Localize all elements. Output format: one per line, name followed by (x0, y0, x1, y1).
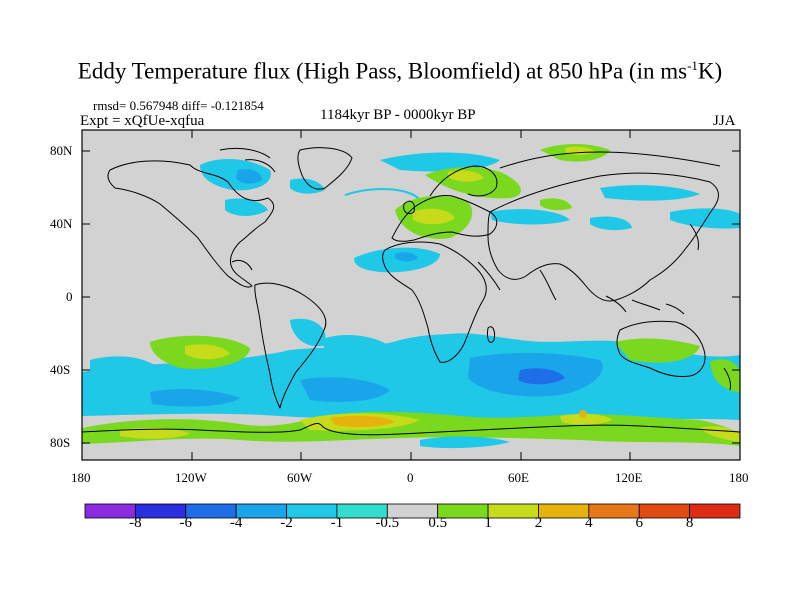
colorbar-label: 8 (685, 515, 694, 531)
title-superscript: -1 (687, 58, 698, 73)
stats-line: rmsd= 0.567948 diff= -0.121854 (93, 98, 264, 113)
x-label-180w: 180 (71, 470, 91, 485)
north-atlantic-ring (344, 187, 421, 201)
antarctic-interior-negative (420, 436, 510, 449)
africa-coast (382, 241, 487, 363)
north-america-negative (225, 198, 268, 216)
asia-coast (487, 172, 719, 302)
axis-ticks (82, 130, 740, 460)
north-america-coast (107, 160, 275, 288)
greenland-negative (290, 178, 325, 194)
antarctic-positive-core-3 (120, 427, 190, 439)
period-label: 1184kyr BP - 0000kyr BP (320, 107, 476, 123)
australia-positive (615, 338, 700, 363)
colorbar-label: -4 (229, 515, 243, 531)
australia-coast (616, 320, 706, 377)
antarctic-positive-core-4 (560, 413, 612, 425)
chart-title: Eddy Temperature flux (High Pass, Bloomf… (0, 58, 800, 85)
siberia-positive (540, 198, 572, 211)
north-pacific-negative (670, 208, 740, 229)
southern-ocean-core-4 (518, 368, 565, 385)
colorbar-label: 2 (534, 515, 543, 531)
japan (689, 223, 699, 251)
southeast-asia-islands (605, 295, 685, 315)
y-label-80n: 80N (50, 143, 73, 158)
x-label-60e: 60E (508, 470, 529, 485)
y-label-0: 0 (66, 289, 73, 304)
x-label-120w: 120W (175, 470, 207, 485)
colorbar-label: -8 (129, 515, 142, 531)
southern-ocean-core-3 (150, 389, 240, 407)
siberia-north-coast (499, 151, 721, 169)
central-asia-negative (490, 209, 570, 225)
europe-coast (391, 195, 498, 242)
colorbar-label: 6 (635, 515, 643, 531)
east-pacific-negative (290, 318, 326, 347)
scandinavia-positive-core (448, 170, 484, 182)
anomaly-field (82, 144, 740, 449)
x-label-180e: 180 (729, 470, 749, 485)
colorbar-label: 0.5 (428, 515, 448, 531)
x-label-60w: 60W (287, 470, 313, 485)
y-label-40n: 40N (50, 216, 73, 231)
south-pacific-positive-core (185, 344, 230, 360)
siberia-negative (600, 185, 700, 201)
coastlines (82, 147, 740, 436)
antarctica-coast (82, 423, 740, 436)
north-atlantic-core (395, 252, 418, 262)
south-america-coast (254, 282, 327, 409)
antarctic-positive-core-2 (330, 415, 395, 427)
madagascar (487, 326, 495, 343)
southern-ocean-negative-band (82, 334, 740, 420)
greenland-coast (297, 147, 353, 190)
colorbar-label: -6 (179, 515, 193, 531)
x-label-0: 0 (407, 470, 414, 485)
british-isles (403, 200, 415, 215)
colorbar-label: 1 (484, 515, 492, 531)
gulf-coast (231, 259, 253, 271)
south-pacific-negative (90, 356, 160, 376)
canadian-archipelago (219, 147, 276, 173)
colorbar-label: 4 (585, 515, 593, 531)
europe-positive-core (412, 208, 455, 225)
x-label-120e: 120E (615, 470, 643, 485)
arabia-india (477, 261, 557, 301)
southern-ocean-core-2 (300, 377, 390, 402)
season-label: JJA (713, 113, 736, 129)
north-atlantic-negative (354, 247, 440, 273)
colorbar-label: -0.5 (375, 515, 400, 531)
scandinavia-coast (429, 165, 498, 197)
colorbar-swatch (689, 503, 741, 519)
east-asia-negative (590, 216, 632, 231)
y-label-40s: 40S (50, 362, 71, 377)
title-unit-tail: K) (697, 58, 723, 84)
new-zealand (723, 367, 731, 391)
experiment-label: Expt = xQfUe-xqfua (80, 113, 205, 129)
y-label-80s: 80S (50, 435, 71, 450)
colorbar-label: -1 (330, 515, 344, 531)
colorbar (84, 503, 741, 519)
colorbar-label: -2 (280, 515, 293, 531)
south-atlantic-negative (320, 335, 395, 362)
antarctic-hotspot (579, 410, 587, 418)
hudson-bay-core (236, 169, 262, 184)
title-main: Eddy Temperature flux (High Pass, Bloomf… (77, 58, 688, 84)
east-australia-positive (710, 359, 740, 392)
